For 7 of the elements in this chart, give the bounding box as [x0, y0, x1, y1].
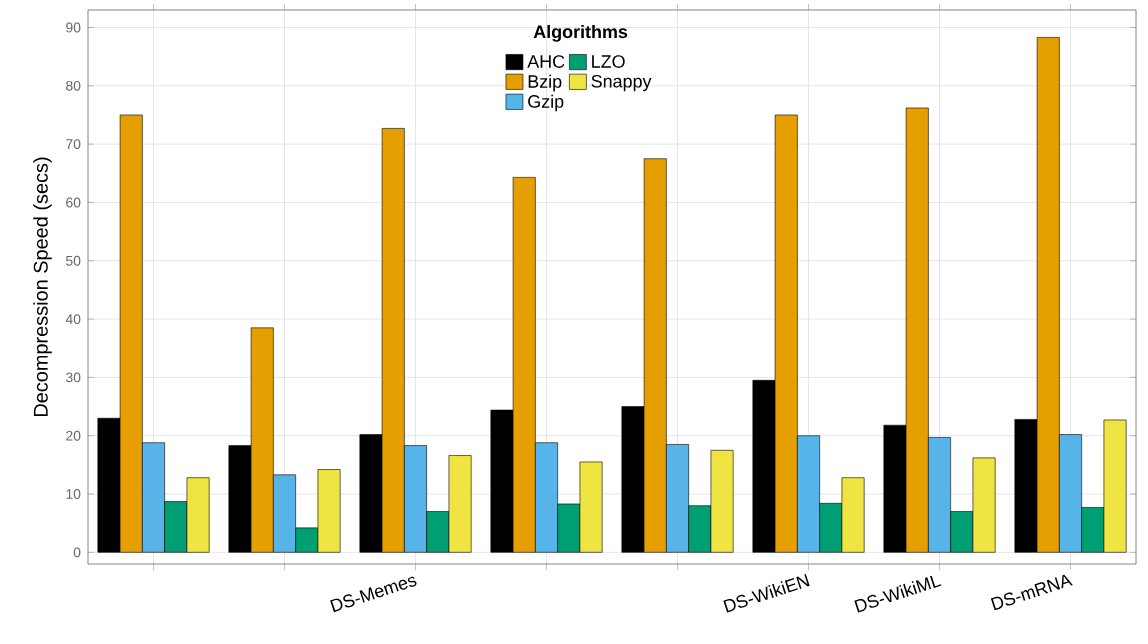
legend-label: AHC [527, 55, 565, 68]
legend-label: LZO [592, 55, 625, 68]
y-axis-title: Decompression Speed (secs) [33, 157, 52, 417]
legend-title: Algorithms [533, 24, 628, 42]
legend-label: Bzip [528, 74, 562, 92]
legend-label: Snappy [591, 74, 652, 92]
legend-label: Gzip [528, 94, 564, 112]
